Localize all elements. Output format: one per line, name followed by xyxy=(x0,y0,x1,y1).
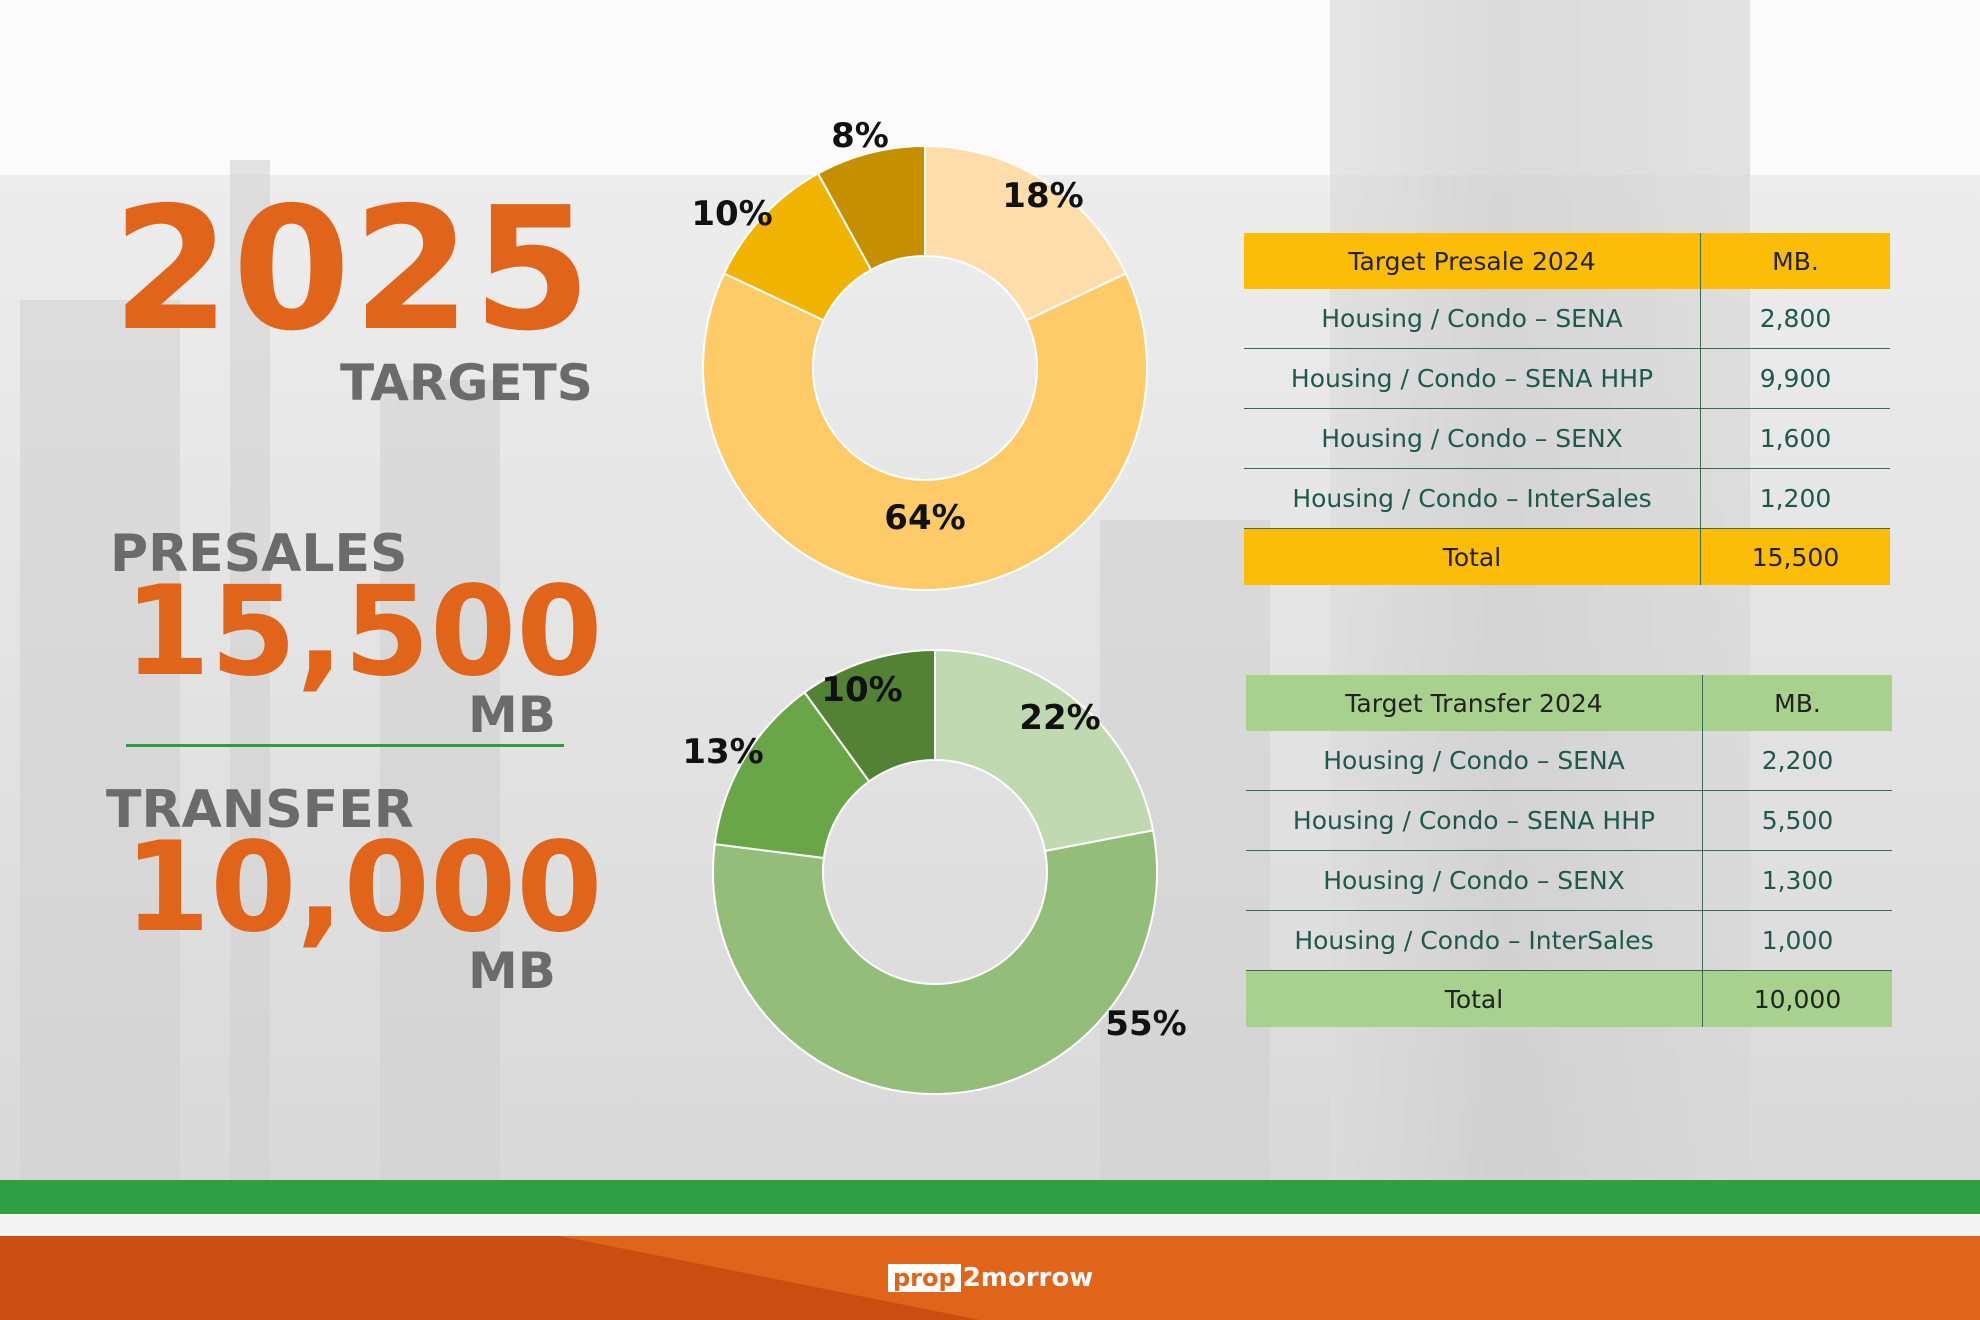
background-building xyxy=(230,160,270,1180)
donut-slice xyxy=(934,648,1155,853)
table-row: Housing / Condo – SENA 2,200 xyxy=(1246,731,1892,791)
slice-percent-label: 18% xyxy=(1002,176,1083,216)
table-total-row: Total 10,000 xyxy=(1246,970,1892,1027)
table-cell-value: 1,300 xyxy=(1702,850,1892,911)
headline-year: 2025 xyxy=(112,171,594,369)
transfer-target-table: Target Transfer 2024 MB. Housing / Condo… xyxy=(1246,675,1892,1027)
table-row: Housing / Condo – InterSales 1,200 xyxy=(1244,468,1890,529)
table-row: Housing / Condo – SENA HHP 5,500 xyxy=(1246,790,1892,851)
table-header-cell: MB. xyxy=(1700,233,1890,289)
table-header-row: Target Transfer 2024 MB. xyxy=(1246,675,1892,731)
table-header-row: Target Presale 2024 MB. xyxy=(1244,233,1890,289)
table-row: Housing / Condo – SENX 1,300 xyxy=(1246,850,1892,911)
table-total-label: Total xyxy=(1244,528,1701,585)
slice-percent-label: 22% xyxy=(1019,698,1100,738)
donut-slice xyxy=(712,829,1158,1095)
table-header-cell: Target Presale 2024 xyxy=(1244,233,1701,289)
slice-percent-label: 10% xyxy=(691,194,772,234)
presale-donut-chart: 18% 64% 10% 8% xyxy=(691,116,1148,591)
table-total-value: 15,500 xyxy=(1700,528,1890,585)
table-cell-name: Housing / Condo – SENA HHP xyxy=(1246,790,1703,851)
logo-part-prop: prop xyxy=(888,1264,961,1292)
transfer-unit: MB xyxy=(468,942,556,1000)
footer-spacer xyxy=(0,1214,1980,1236)
table-cell-name: Housing / Condo – SENX xyxy=(1244,408,1701,469)
table-cell-name: Housing / Condo – SENA xyxy=(1244,289,1701,349)
divider-line xyxy=(126,744,564,747)
donut-slice xyxy=(702,272,1148,591)
prop2morrow-logo: prop 2morrow xyxy=(888,1262,1093,1294)
table-row: Housing / Condo – SENA HHP 9,900 xyxy=(1244,348,1890,409)
donut-slice xyxy=(816,144,926,272)
footer-green-stripe xyxy=(0,1180,1980,1214)
table-header-cell: MB. xyxy=(1702,675,1892,731)
slice-percent-label: 8% xyxy=(831,116,889,156)
donut-slice xyxy=(924,144,1128,322)
table-cell-name: Housing / Condo – InterSales xyxy=(1244,468,1701,529)
table-row: Housing / Condo – SENX 1,600 xyxy=(1244,408,1890,469)
background-building xyxy=(20,300,180,1180)
slice-percent-label: 55% xyxy=(1105,1004,1186,1044)
table-total-value: 10,000 xyxy=(1702,970,1892,1027)
table-cell-value: 1,200 xyxy=(1700,468,1890,529)
table-cell-value: 5,500 xyxy=(1702,790,1892,851)
table-cell-value: 9,900 xyxy=(1700,348,1890,409)
presales-label: PRESALES xyxy=(110,524,408,584)
slice-percent-label: 13% xyxy=(682,732,763,772)
slice-percent-label: 10% xyxy=(821,670,902,710)
table-cell-name: Housing / Condo – SENA xyxy=(1246,731,1703,791)
table-cell-name: Housing / Condo – SENA HHP xyxy=(1244,348,1701,409)
transfer-donut-chart: 22% 55% 13% 10% xyxy=(682,648,1187,1095)
transfer-value: 10,000 xyxy=(124,816,603,960)
slice-percent-label: 64% xyxy=(884,498,965,538)
table-total-row: Total 15,500 xyxy=(1244,528,1890,585)
presales-unit: MB xyxy=(468,686,556,744)
table-cell-name: Housing / Condo – SENX xyxy=(1246,850,1703,911)
table-cell-value: 2,800 xyxy=(1700,289,1890,349)
table-row: Housing / Condo – SENA 2,800 xyxy=(1244,289,1890,349)
presales-value: 15,500 xyxy=(124,560,603,704)
transfer-label: TRANSFER xyxy=(106,780,414,840)
table-total-label: Total xyxy=(1246,970,1703,1027)
background-building xyxy=(380,380,500,1180)
table-cell-name: Housing / Condo – InterSales xyxy=(1246,910,1703,971)
table-row: Housing / Condo – InterSales 1,000 xyxy=(1246,910,1892,971)
logo-part-2morrow: 2morrow xyxy=(962,1263,1094,1293)
table-header-cell: Target Transfer 2024 xyxy=(1246,675,1703,731)
table-cell-value: 2,200 xyxy=(1702,731,1892,791)
table-cell-value: 1,600 xyxy=(1700,408,1890,469)
presale-target-table: Target Presale 2024 MB. Housing / Condo … xyxy=(1244,233,1890,585)
footer-bar xyxy=(0,1236,1980,1320)
donut-slice xyxy=(803,648,936,783)
headline-subtitle: TARGETS xyxy=(340,354,593,412)
table-cell-value: 1,000 xyxy=(1702,910,1892,971)
